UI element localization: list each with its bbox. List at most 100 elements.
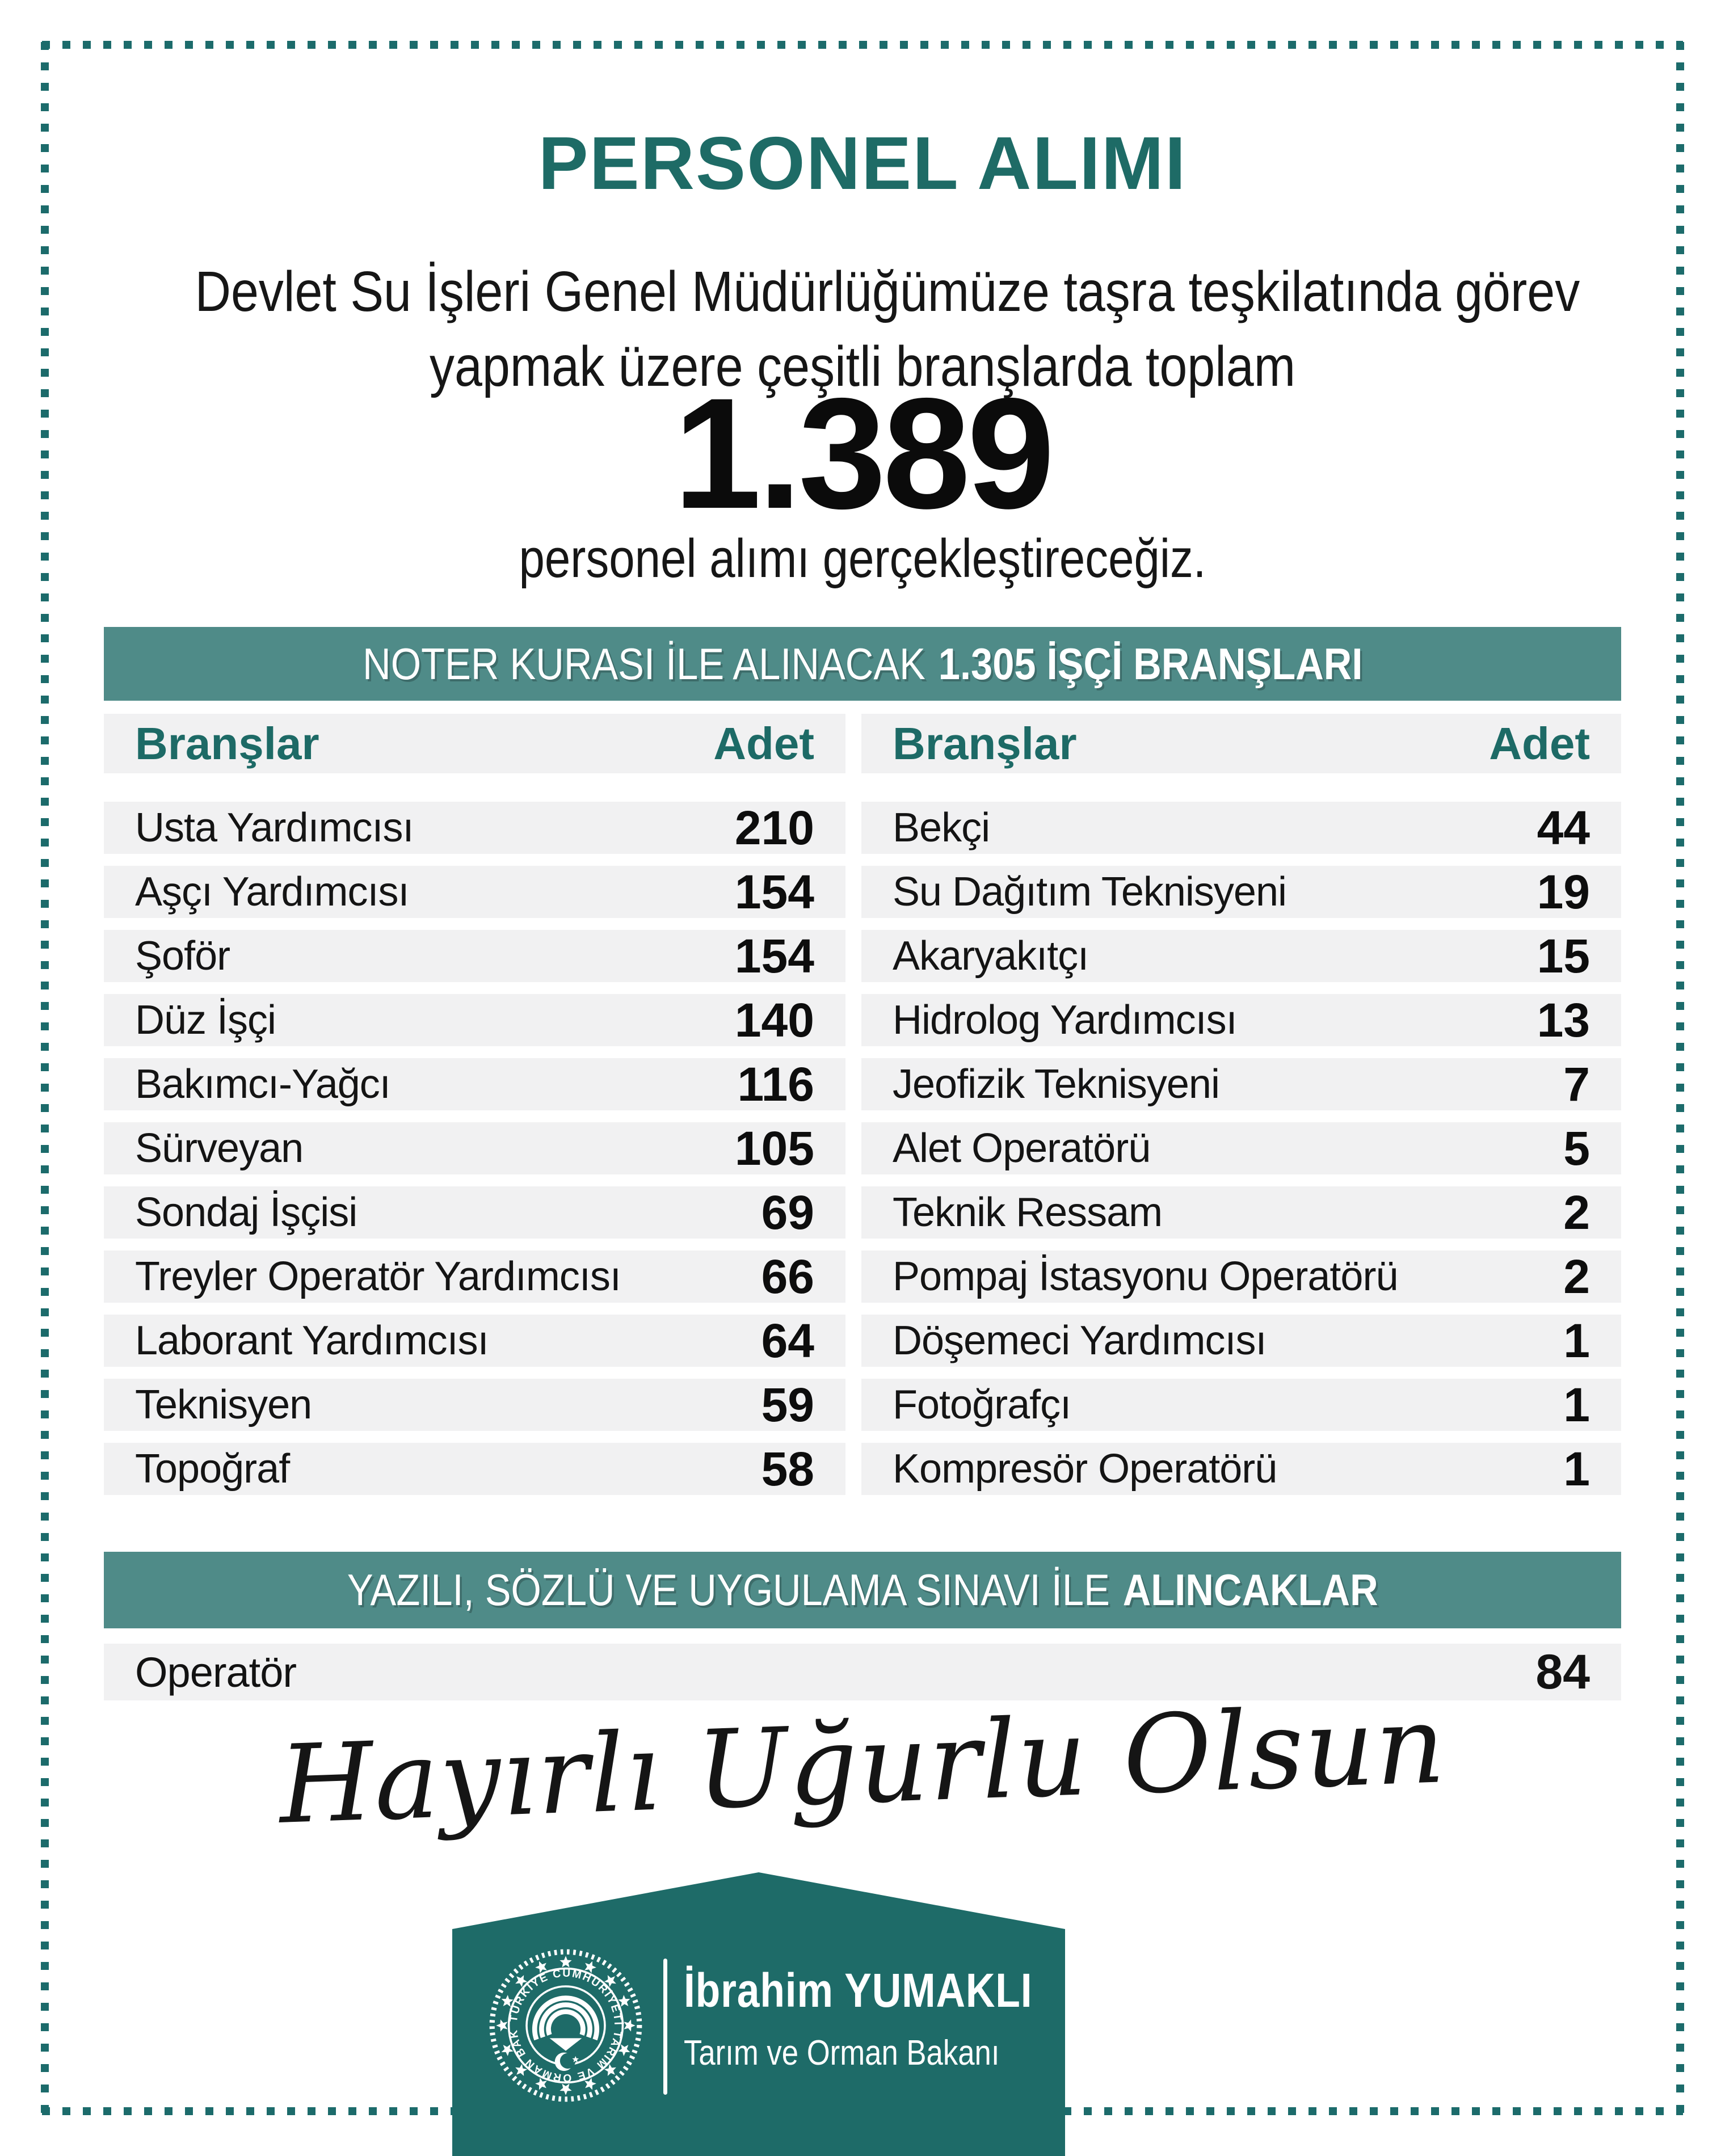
branch-label: Hidrolog Yardımcısı	[893, 997, 1238, 1043]
subtitle-line-1: Devlet Su İşleri Genel Müdürlüğümüze taş…	[195, 260, 1580, 323]
branch-count: 210	[734, 801, 814, 854]
operator-row: Operatör 84	[104, 1644, 1621, 1700]
column-header-count: Adet	[1489, 718, 1590, 769]
branch-label: Teknisyen	[135, 1382, 312, 1427]
table-header-right: Branşlar Adet	[861, 714, 1621, 773]
branch-label: Laborant Yardımcısı	[135, 1318, 489, 1363]
table-row: Düz İşçi 140	[104, 993, 845, 1047]
table-row: Akaryakıtçı 15	[861, 929, 1621, 983]
table-row: Sondaj İşçisi 69	[104, 1186, 845, 1239]
dotted-border-left	[41, 42, 49, 2114]
table-row: Hidrolog Yardımcısı 13	[861, 993, 1621, 1047]
branch-count: 5	[1563, 1121, 1590, 1175]
branch-count: 59	[761, 1378, 814, 1431]
table-row: Treyler Operatör Yardımcısı 66	[104, 1250, 845, 1303]
branch-label: Pompaj İstasyonu Operatörü	[893, 1254, 1398, 1299]
branch-count: 2	[1563, 1185, 1590, 1239]
branch-count: 84	[1535, 1644, 1590, 1699]
branch-count: 64	[761, 1313, 814, 1367]
logo-outer-circle	[507, 1967, 624, 2084]
lottery-bar-emphasis: 1.305 İŞÇİ BRANŞLARI	[938, 638, 1363, 689]
branch-count: 19	[1537, 865, 1590, 919]
branch-count: 154	[734, 865, 814, 919]
column-header-branch: Branşlar	[893, 718, 1077, 769]
subtitle: Devlet Su İşleri Genel Müdürlüğümüze taş…	[195, 254, 1580, 404]
table-row: Bakımcı-Yağcı 116	[104, 1057, 845, 1111]
branch-count: 116	[737, 1057, 814, 1111]
branch-count: 1	[1563, 1442, 1590, 1496]
dotted-border-top	[42, 41, 1683, 49]
ministry-badge: TÜRKİYE CUMHURİYETİ TARIM VE ORMAN BAKAN…	[452, 1872, 1065, 2156]
exam-bar-prefix: YAZILI, SÖZLÜ VE UYGULAMA SINAVI İLE	[347, 1565, 1110, 1615]
table-row: Pompaj İstasyonu Operatörü 2	[861, 1250, 1621, 1303]
tagline: personel alımı gerçekleştireceğiz.	[519, 528, 1206, 589]
table-row: Alet Operatörü 5	[861, 1121, 1621, 1175]
logo-crescent-inner	[559, 2053, 576, 2069]
branch-count: 44	[1537, 801, 1590, 854]
table-row: Usta Yardımcısı 210	[104, 801, 845, 854]
branch-count: 13	[1537, 993, 1590, 1047]
table-row: Bekçi 44	[861, 801, 1621, 854]
branch-label: Döşemeci Yardımcısı	[893, 1318, 1267, 1363]
branch-label: Düz İşçi	[135, 997, 276, 1043]
total-number: 1.389	[674, 365, 1055, 541]
branch-label: Bekçi	[893, 805, 990, 850]
table-row: Teknik Ressam 2	[861, 1186, 1621, 1239]
branch-count: 66	[761, 1249, 814, 1303]
signature-script: Hayırlı Uğurlu Olsun	[277, 1682, 1448, 1848]
subtitle-line-2: yapmak üzere çeşitli branşlarda toplam	[429, 335, 1296, 398]
branch-count: 2	[1563, 1249, 1590, 1303]
branch-label: Bakımcı-Yağcı	[135, 1062, 391, 1107]
branch-count: 15	[1537, 929, 1590, 983]
branch-label: Usta Yardımcısı	[135, 805, 414, 850]
lottery-section-bar: NOTER KURASI İLE ALINACAK 1.305 İŞÇİ BRA…	[104, 627, 1621, 701]
ministry-logo-icon: TÜRKİYE CUMHURİYETİ TARIM VE ORMAN BAKAN…	[489, 1949, 642, 2102]
table-row: Sürveyan 105	[104, 1121, 845, 1175]
branch-label: Şoför	[135, 933, 230, 979]
column-header-count: Adet	[713, 718, 814, 769]
branch-label: Aşçı Yardımcısı	[135, 869, 409, 915]
branch-label: Su Dağıtım Teknisyeni	[893, 869, 1287, 915]
branch-count: 1	[1563, 1313, 1590, 1367]
branch-label: Fotoğrafçı	[893, 1382, 1071, 1427]
branch-label: Teknik Ressam	[893, 1190, 1163, 1235]
branch-count: 105	[734, 1121, 814, 1175]
branch-label: Kompresör Operatörü	[893, 1446, 1277, 1492]
branch-label: Akaryakıtçı	[893, 933, 1089, 979]
poster-content: PERSONEL ALIMI Devlet Su İşleri Genel Mü…	[104, 0, 1621, 2156]
column-header-branch: Branşlar	[135, 718, 319, 769]
page-title: PERSONEL ALIMI	[538, 121, 1187, 205]
branch-count: 140	[734, 993, 814, 1047]
branch-label: Jeofizik Teknisyeni	[893, 1062, 1220, 1107]
branch-count: 1	[1563, 1378, 1590, 1431]
branch-count: 58	[761, 1442, 814, 1496]
table-row: Şoför 154	[104, 929, 845, 983]
table-row: Laborant Yardımcısı 64	[104, 1313, 845, 1367]
branch-label: Sondaj İşçisi	[135, 1190, 357, 1235]
minister-name: İbrahim YUMAKLI	[684, 1964, 1033, 2017]
lottery-bar-prefix: NOTER KURASI İLE ALINACAK	[362, 638, 925, 689]
table-row: Aşçı Yardımcısı 154	[104, 865, 845, 919]
branch-table-left: Usta Yardımcısı 210 Aşçı Yardımcısı 154 Şo…	[104, 801, 845, 1507]
exam-section-bar: YAZILI, SÖZLÜ VE UYGULAMA SINAVI İLE ALI…	[104, 1552, 1621, 1628]
table-row: Su Dağıtım Teknisyeni 19	[861, 865, 1621, 919]
table-row: Topoğraf 58	[104, 1442, 845, 1496]
table-row: Kompresör Operatörü 1	[861, 1442, 1621, 1496]
badge-divider	[663, 1959, 667, 2095]
table-header-left: Branşlar Adet	[104, 714, 845, 773]
logo-book-fold	[549, 2038, 582, 2051]
logo-emblem	[532, 1995, 600, 2041]
branch-count: 69	[761, 1185, 814, 1239]
branch-label: Sürveyan	[135, 1126, 304, 1171]
table-row: Fotoğrafçı 1	[861, 1378, 1621, 1431]
dotted-border-right	[1676, 42, 1684, 2114]
table-row: Teknisyen 59	[104, 1378, 845, 1431]
branch-label: Topoğraf	[135, 1446, 290, 1492]
minister-role: Tarım ve Orman Bakanı	[684, 2033, 1000, 2073]
lottery-bar-text: NOTER KURASI İLE ALINACAK 1.305 İŞÇİ BRA…	[363, 638, 1362, 690]
branch-label: Treyler Operatör Yardımcısı	[135, 1254, 621, 1299]
logo-rope-ring	[489, 1949, 642, 2102]
branch-label: Operatör	[135, 1648, 297, 1696]
branch-table-right: Bekçi 44 Su Dağıtım Teknisyeni 19 Akaryakı…	[861, 801, 1621, 1507]
badge-text-block: İbrahim YUMAKLI Tarım ve Orman Bakanı	[684, 1963, 1032, 2073]
